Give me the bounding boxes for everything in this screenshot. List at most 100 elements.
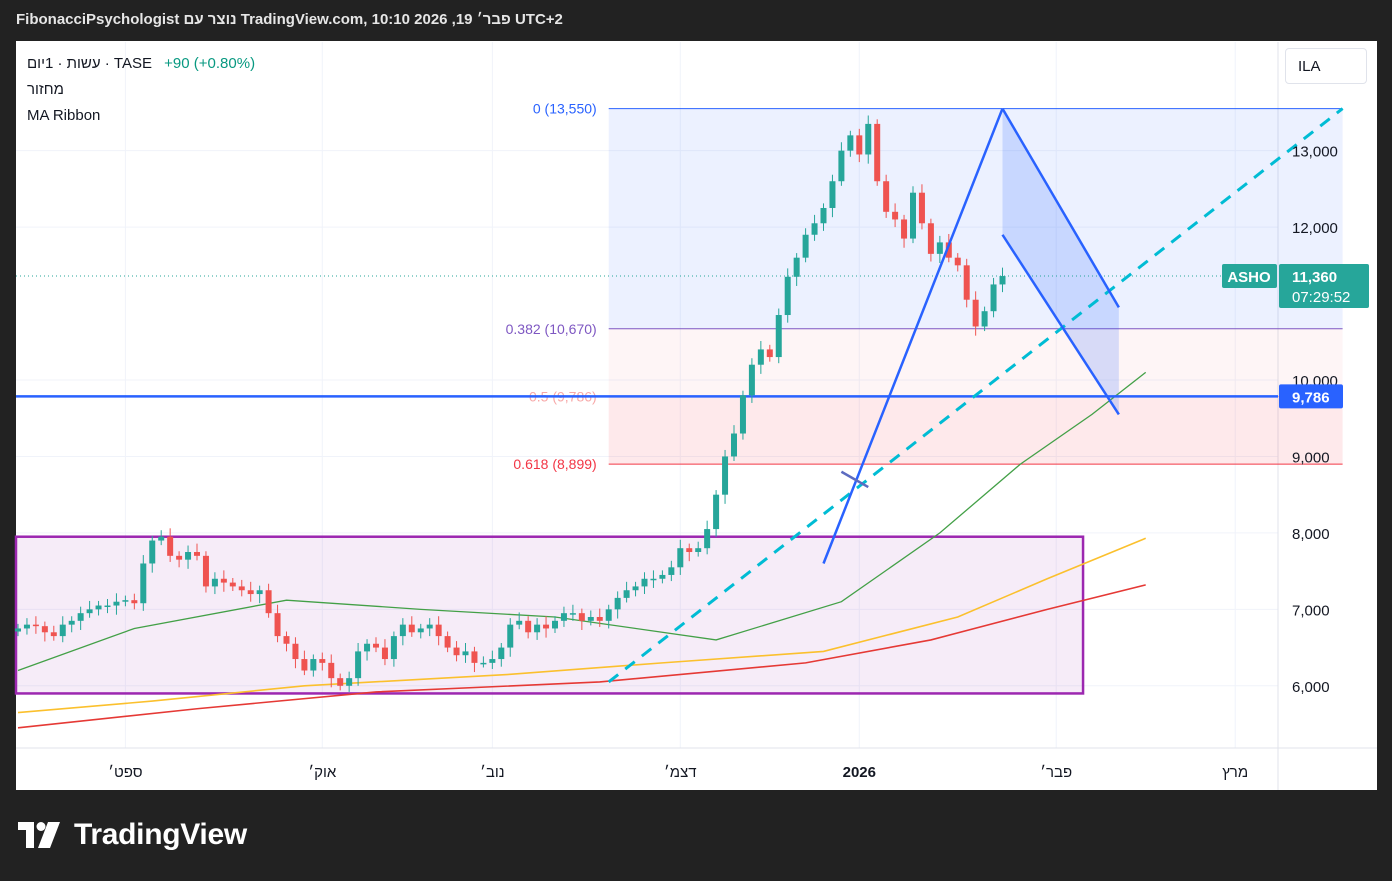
candle[interactable]	[695, 548, 702, 553]
candle[interactable]	[507, 624, 514, 648]
candle[interactable]	[319, 659, 326, 663]
candle[interactable]	[596, 616, 603, 621]
candle[interactable]	[856, 135, 863, 155]
chart-area[interactable]	[16, 41, 1377, 790]
candle[interactable]	[435, 624, 442, 637]
candle[interactable]	[605, 609, 612, 621]
dashed-trend-line[interactable]	[607, 107, 1344, 684]
candle[interactable]	[534, 624, 541, 633]
candle[interactable]	[471, 651, 478, 663]
candle[interactable]	[390, 636, 397, 660]
candle[interactable]	[346, 678, 353, 686]
candle[interactable]	[731, 433, 737, 457]
candle[interactable]	[113, 601, 120, 606]
candle[interactable]	[650, 578, 657, 581]
candle[interactable]	[462, 651, 469, 656]
candle[interactable]	[874, 123, 881, 182]
candle[interactable]	[498, 647, 505, 660]
candle[interactable]	[641, 578, 648, 587]
candle[interactable]	[283, 636, 290, 644]
candle[interactable]	[910, 192, 916, 239]
candle[interactable]	[489, 659, 496, 663]
candle[interactable]	[686, 548, 693, 553]
candle[interactable]	[865, 123, 872, 155]
candle[interactable]	[847, 135, 854, 151]
candle[interactable]	[220, 578, 227, 583]
candle[interactable]	[677, 548, 684, 568]
ma-ribbon-indicator-label[interactable]: MA Ribbon	[27, 107, 101, 124]
candle[interactable]	[713, 494, 720, 530]
candle[interactable]	[444, 636, 451, 648]
candle[interactable]	[453, 647, 460, 656]
candle[interactable]	[560, 613, 567, 621]
candle[interactable]	[516, 620, 523, 625]
candle[interactable]	[104, 605, 111, 608]
candle[interactable]	[50, 632, 57, 637]
candle[interactable]	[793, 257, 800, 277]
candle[interactable]	[945, 242, 952, 258]
candle[interactable]	[310, 659, 317, 671]
candle[interactable]	[963, 265, 970, 300]
candle[interactable]	[364, 643, 371, 652]
candle[interactable]	[722, 456, 729, 495]
candle[interactable]	[981, 311, 988, 327]
candle[interactable]	[140, 563, 147, 604]
candle[interactable]	[211, 578, 218, 587]
candle[interactable]	[632, 586, 639, 591]
flag-lower-line[interactable]	[1001, 234, 1120, 416]
candle[interactable]	[185, 552, 192, 560]
candle[interactable]	[927, 223, 934, 254]
candle[interactable]	[936, 242, 943, 254]
candle[interactable]	[15, 628, 21, 632]
candle[interactable]	[838, 150, 845, 182]
candle[interactable]	[748, 364, 755, 396]
candle[interactable]	[775, 315, 782, 358]
candle[interactable]	[614, 597, 621, 610]
candle[interactable]	[587, 616, 594, 621]
candle[interactable]	[202, 555, 209, 587]
candle[interactable]	[122, 600, 129, 602]
candle[interactable]	[256, 590, 263, 595]
ma-ribbon-red-line[interactable]	[17, 584, 1146, 729]
candle[interactable]	[158, 536, 165, 541]
candle[interactable]	[892, 211, 899, 220]
candle[interactable]	[552, 620, 558, 629]
candle[interactable]	[417, 628, 424, 633]
candle[interactable]	[802, 234, 809, 258]
candle[interactable]	[149, 540, 156, 564]
candle[interactable]	[301, 659, 308, 671]
candle[interactable]	[167, 536, 174, 556]
uptrend-line-short[interactable]	[840, 470, 869, 489]
candle[interactable]	[757, 349, 764, 365]
flag-upper-line[interactable]	[1001, 107, 1120, 309]
candle[interactable]	[408, 624, 415, 633]
candle[interactable]	[247, 590, 254, 595]
candle[interactable]	[480, 662, 487, 665]
candle[interactable]	[901, 219, 908, 239]
candle[interactable]	[954, 257, 961, 266]
volume-indicator-label[interactable]: מחזור	[27, 81, 64, 98]
candle[interactable]	[265, 590, 272, 614]
candle[interactable]	[95, 605, 102, 610]
candle[interactable]	[739, 395, 746, 434]
symbol-row[interactable]: עשות · 1יום · TASE +90 (+0.80%)	[27, 54, 255, 80]
candle[interactable]	[578, 613, 585, 621]
candle[interactable]	[918, 192, 925, 224]
candle[interactable]	[131, 600, 138, 604]
candle[interactable]	[68, 620, 75, 625]
candle[interactable]	[176, 555, 183, 560]
candle[interactable]	[274, 613, 281, 637]
candle[interactable]	[704, 529, 711, 549]
candle[interactable]	[883, 181, 890, 212]
candle[interactable]	[829, 181, 836, 208]
candle[interactable]	[525, 620, 532, 633]
candle[interactable]	[292, 643, 299, 660]
candle[interactable]	[820, 207, 827, 224]
candle[interactable]	[41, 626, 48, 633]
ma-ribbon-green-line[interactable]	[17, 371, 1147, 672]
candle[interactable]	[569, 613, 576, 615]
consolidation-range-box[interactable]	[14, 535, 1085, 695]
uptrend-line[interactable]	[822, 108, 1004, 564]
candle[interactable]	[426, 624, 433, 629]
